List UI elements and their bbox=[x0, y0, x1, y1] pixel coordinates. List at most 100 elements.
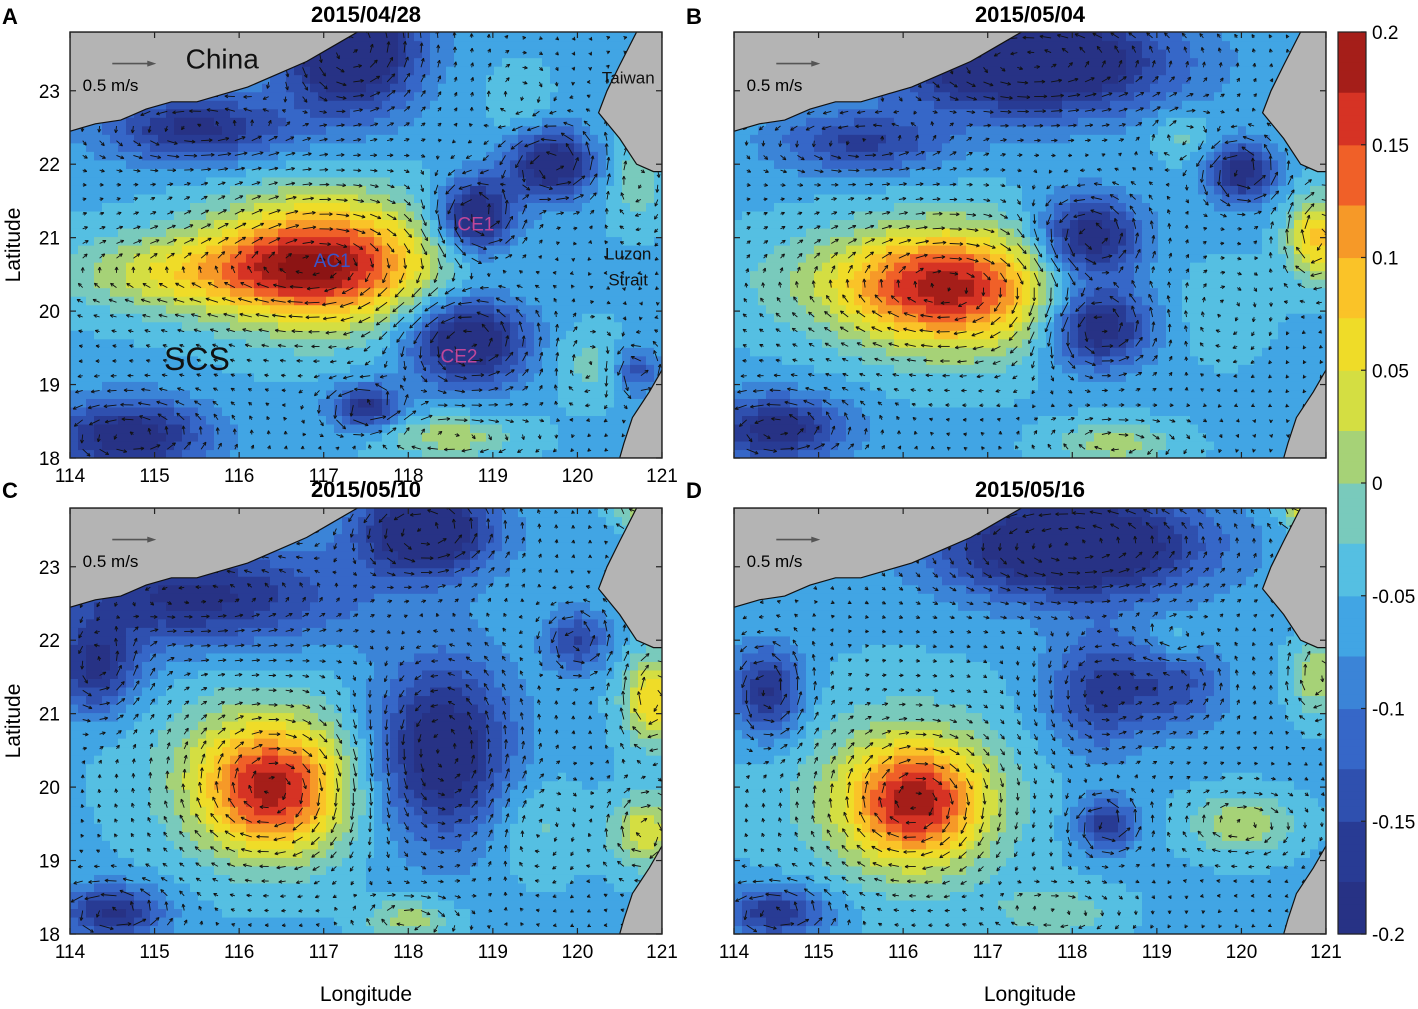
velocity-arrowhead bbox=[277, 343, 282, 348]
heatmap-cell bbox=[558, 236, 567, 246]
heatmap-cell bbox=[478, 406, 487, 416]
heatmap-cell bbox=[526, 296, 535, 306]
heatmap-cell bbox=[486, 219, 495, 229]
heatmap-cell bbox=[294, 236, 303, 246]
heatmap-cell bbox=[118, 347, 127, 357]
heatmap-cell bbox=[270, 415, 279, 425]
velocity-arrow bbox=[302, 137, 311, 142]
heatmap-cell bbox=[206, 202, 215, 212]
heatmap-cell bbox=[398, 279, 407, 289]
velocity-arrow bbox=[386, 213, 397, 220]
heatmap-cell bbox=[446, 83, 455, 93]
heatmap-cell bbox=[646, 193, 655, 203]
heatmap-cell bbox=[414, 245, 423, 255]
heatmap-cell bbox=[454, 219, 463, 229]
heatmap-cell bbox=[262, 202, 271, 212]
velocity-arrowhead bbox=[359, 108, 363, 113]
velocity-arrowhead bbox=[213, 358, 218, 363]
heatmap-cell bbox=[198, 338, 207, 348]
velocity-arrowhead bbox=[325, 330, 330, 335]
heatmap-cell bbox=[334, 83, 343, 93]
velocity-arrow bbox=[352, 258, 358, 267]
heatmap-cell bbox=[294, 125, 303, 135]
heatmap-cell bbox=[566, 347, 575, 357]
heatmap-cell bbox=[246, 193, 255, 203]
velocity-arrow bbox=[370, 123, 379, 127]
heatmap-cell bbox=[534, 304, 543, 314]
heatmap-cell bbox=[542, 279, 551, 289]
heatmap-cell bbox=[606, 227, 615, 238]
heatmap-cell bbox=[318, 168, 327, 178]
velocity-arrowhead bbox=[291, 329, 296, 334]
heatmap-cell bbox=[158, 287, 167, 297]
velocity-arrowhead bbox=[189, 297, 194, 302]
heatmap-cell bbox=[78, 279, 87, 289]
heatmap-cell bbox=[134, 313, 143, 323]
heatmap-cell bbox=[342, 185, 351, 195]
velocity-arrowhead bbox=[157, 155, 162, 159]
heatmap-cell bbox=[238, 253, 247, 263]
heatmap-cell bbox=[430, 49, 439, 59]
heatmap-cell bbox=[78, 270, 87, 280]
heatmap-cell bbox=[102, 406, 111, 416]
heatmap-cell bbox=[550, 338, 559, 348]
velocity-arrowhead bbox=[111, 329, 116, 334]
heatmap-cell bbox=[382, 245, 391, 255]
heatmap-cell bbox=[446, 253, 455, 263]
heatmap-cell bbox=[494, 108, 503, 118]
heatmap-cell bbox=[390, 440, 399, 451]
velocity-arrowhead bbox=[358, 64, 362, 68]
heatmap-cell bbox=[174, 270, 183, 280]
heatmap-cell bbox=[422, 74, 431, 84]
heatmap-cell bbox=[334, 49, 343, 59]
heatmap-cell bbox=[494, 321, 503, 331]
heatmap-cell bbox=[214, 219, 223, 229]
heatmap-cell bbox=[222, 185, 231, 195]
heatmap-cell bbox=[406, 142, 415, 152]
heatmap-cell bbox=[430, 415, 439, 425]
heatmap-cell bbox=[398, 91, 407, 101]
velocity-arrowhead bbox=[238, 297, 242, 302]
heatmap-cell bbox=[582, 347, 591, 357]
heatmap-cell bbox=[214, 398, 223, 408]
velocity-arrowhead bbox=[80, 439, 84, 444]
heatmap-cell bbox=[214, 202, 223, 212]
heatmap-cell bbox=[406, 168, 415, 178]
velocity-arrowhead bbox=[343, 331, 347, 336]
heatmap-cell bbox=[526, 449, 535, 458]
heatmap-cell bbox=[478, 415, 487, 425]
heatmap-cell bbox=[206, 151, 215, 161]
heatmap-cell bbox=[446, 338, 455, 348]
velocity-arrow bbox=[403, 41, 406, 53]
heatmap-cell bbox=[246, 338, 255, 348]
heatmap-cell bbox=[654, 338, 662, 348]
velocity-arrowhead bbox=[297, 373, 302, 378]
heatmap-cell bbox=[310, 117, 319, 127]
heatmap-cell bbox=[286, 262, 295, 272]
heatmap-cell bbox=[518, 57, 527, 67]
velocity-arrowhead bbox=[307, 137, 311, 141]
heatmap-cell bbox=[206, 287, 215, 297]
heatmap-cell bbox=[222, 108, 231, 118]
velocity-arrowhead bbox=[243, 95, 247, 99]
heatmap-cell bbox=[254, 355, 263, 365]
heatmap-cell bbox=[78, 313, 87, 323]
heatmap-cell bbox=[550, 66, 559, 76]
velocity-arrowhead bbox=[214, 265, 219, 270]
heatmap-cell bbox=[294, 372, 303, 382]
heatmap-cell bbox=[598, 321, 607, 331]
velocity-arrowhead bbox=[291, 151, 296, 156]
velocity-arrowhead bbox=[354, 387, 358, 392]
heatmap-cell bbox=[518, 40, 527, 50]
heatmap-cell bbox=[534, 49, 543, 59]
heatmap-cell bbox=[166, 176, 175, 186]
heatmap-cell bbox=[502, 245, 511, 255]
heatmap-cell bbox=[542, 142, 551, 152]
heatmap-cell bbox=[494, 440, 503, 451]
heatmap-cell bbox=[446, 381, 455, 391]
heatmap-cell bbox=[158, 406, 167, 416]
heatmap-cell bbox=[558, 83, 567, 93]
heatmap-cell bbox=[318, 449, 327, 458]
velocity-arrowhead bbox=[361, 230, 366, 235]
heatmap-cell bbox=[558, 108, 567, 118]
